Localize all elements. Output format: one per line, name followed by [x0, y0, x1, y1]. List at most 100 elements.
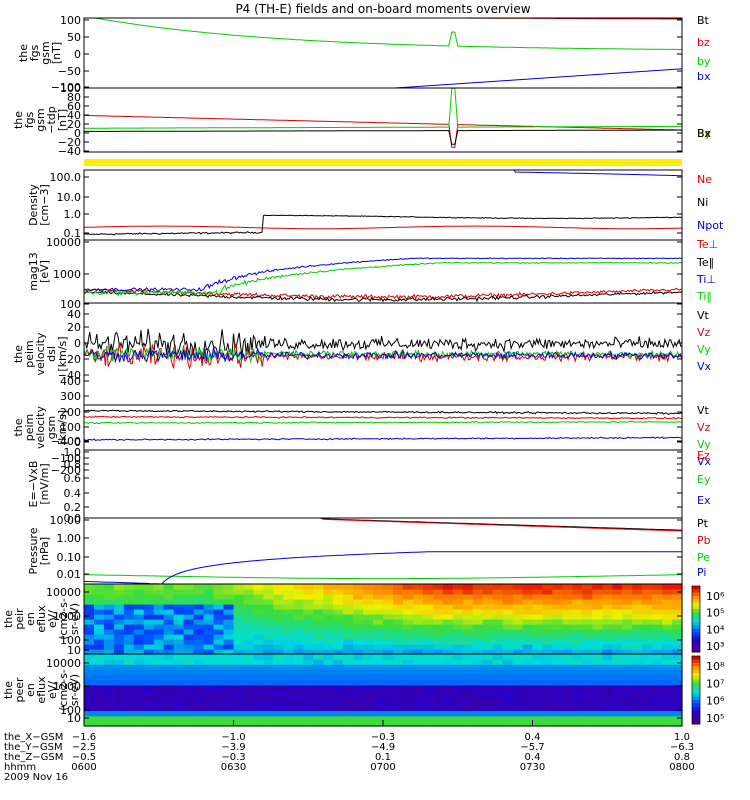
spectrogram-cell [343, 619, 354, 625]
spectrogram-cell [642, 669, 653, 676]
spectrogram-cell [313, 599, 324, 605]
x-axis-row-label: the_Z−GSM [4, 752, 63, 763]
spectrogram-cell [113, 684, 125, 691]
spectrogram-cell [203, 619, 215, 625]
spectrogram-cell [323, 684, 334, 691]
spectrogram-cell [632, 654, 643, 660]
spectrogram-cell [183, 664, 195, 670]
spectrogram-cell [193, 679, 205, 686]
spectrogram-cell [472, 679, 484, 686]
spectrogram-cell [592, 659, 603, 665]
spectrogram-cell [542, 589, 554, 595]
spectrogram-cell [94, 684, 105, 691]
spectrogram-cell [572, 624, 583, 630]
spectrogram-cell [642, 664, 653, 670]
spectrogram-cell [602, 679, 613, 686]
spectrogram-cell [393, 634, 404, 640]
spectrogram-cell [582, 614, 593, 620]
spectrogram-cell [492, 679, 504, 686]
y-axis-label: fgs [28, 44, 41, 61]
spectrogram-cell [203, 614, 215, 620]
spectrogram-cell [572, 639, 583, 645]
spectrogram-cell [123, 690, 135, 696]
spectrogram-cell [542, 695, 554, 701]
spectrogram-cell [293, 715, 304, 722]
spectrogram-cell [223, 674, 235, 681]
spectrogram-cell [492, 649, 504, 655]
spectrogram-cell [133, 669, 145, 676]
y-axis-label: en [24, 612, 37, 626]
spectrogram-cell [373, 659, 384, 665]
spectrogram-cell [542, 690, 554, 696]
spectrogram-cell [173, 599, 185, 605]
legend-entry: Vy [697, 438, 711, 451]
date-label: 2009 Nov 16 [4, 772, 68, 783]
x-axis-row-label: the_X−GSM [4, 732, 63, 743]
spectrogram-cell [103, 634, 115, 640]
spectrogram-cell [343, 594, 354, 600]
spectrogram-cell [113, 720, 125, 727]
spectrogram-cell [383, 634, 394, 640]
spectrogram-cell [293, 599, 304, 605]
spectrogram-cell [193, 705, 205, 712]
spectrogram-cell [442, 604, 454, 610]
spectrogram-cell [353, 604, 364, 610]
spectrogram-cell [432, 705, 444, 712]
spectrogram-cell [253, 644, 264, 650]
spectrogram-cell [133, 649, 145, 655]
spectrogram-cell [452, 629, 464, 635]
spectrogram-cell [393, 649, 404, 655]
spectrogram-cell [283, 624, 294, 630]
spectrogram-cell [462, 609, 474, 615]
spectrogram-cell [662, 679, 673, 686]
spectrogram-cell [652, 629, 663, 635]
colorbar-swatch [692, 615, 700, 620]
spectrogram-cell [452, 679, 464, 686]
y-tick-label: 10000 [46, 236, 81, 249]
spectrogram-cell [412, 664, 424, 670]
spectrogram-cell [243, 695, 255, 701]
spectrogram-cell [602, 609, 613, 615]
spectrogram-cell [84, 669, 95, 676]
spectrogram-cell [383, 629, 394, 635]
spectrogram-cell [642, 720, 653, 727]
spectrogram-cell [582, 649, 593, 655]
x-tick-label: 0700 [370, 762, 395, 773]
spectrogram-cell [223, 654, 235, 660]
spectrogram-cell [642, 604, 653, 610]
spectrogram-cell [602, 710, 613, 717]
spectrogram-cell [412, 584, 424, 590]
spectrogram-cell [183, 679, 195, 686]
spectrogram-cell [402, 684, 414, 691]
spectrogram-cell [133, 624, 145, 630]
spectrogram-cell [363, 659, 374, 665]
spectrogram-cell [502, 695, 514, 701]
spectrogram-cell [432, 679, 444, 686]
spectrogram-cell [582, 674, 593, 681]
y-tick-label: 1000 [53, 680, 81, 693]
spectrogram-cell [123, 594, 135, 600]
spectrogram-cell [343, 624, 354, 630]
spectrogram-cell [333, 679, 344, 686]
colorbar-tick-label: 10⁵ [706, 712, 724, 725]
spectrogram-cell [393, 629, 404, 635]
spectrogram-cell [143, 710, 155, 717]
spectrogram-cell [542, 624, 554, 630]
spectrogram-cell [502, 634, 514, 640]
spectrogram-cell [94, 690, 105, 696]
spectrogram-cell [103, 684, 115, 691]
spectrogram-cell [243, 715, 255, 722]
spectrogram-cell [103, 649, 115, 655]
spectrogram-cell [253, 659, 264, 665]
spectrogram-cell [612, 654, 623, 660]
spectrogram-cell [412, 674, 424, 681]
spectrogram-cell [373, 619, 384, 625]
spectrogram-cell [632, 649, 643, 655]
spectrogram-cell [113, 604, 125, 610]
spectrogram-cell [622, 599, 633, 605]
spectrogram-cell [532, 589, 544, 595]
y-axis-label: [cm−3] [38, 184, 51, 226]
spectrogram-cell [333, 584, 344, 590]
spectrogram-cell [293, 624, 304, 630]
